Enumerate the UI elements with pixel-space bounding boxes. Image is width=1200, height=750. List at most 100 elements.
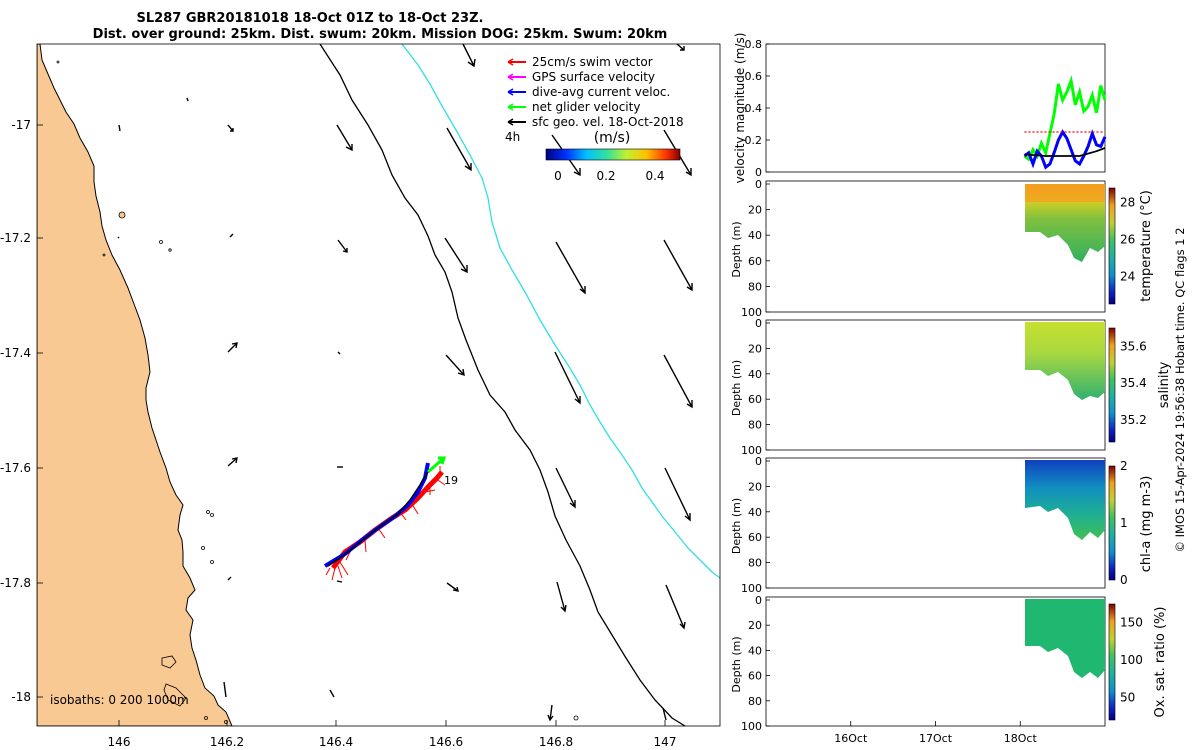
map-x-tick-label: 146 [108, 735, 131, 749]
date-tick-label: 16Oct [834, 732, 868, 745]
date-tick-label: 18Oct [1004, 732, 1038, 745]
depth-ylabel: Depth (m) [730, 221, 743, 277]
depth-tick-label: 40 [748, 506, 762, 519]
map-y-tick-label: -17.4 [0, 346, 31, 360]
reef [224, 720, 228, 724]
reef [204, 716, 208, 720]
velocity-y-tick-label: 0.4 [745, 102, 763, 115]
depth-tick-label: 0 [755, 317, 762, 330]
velocity-y-tick-label: 0 [755, 166, 762, 179]
depth-axes-ticks: 0 20 40 60 80 100 Depth (m) 0 20 40 60 80 100 Depth (… [730, 178, 770, 733]
isobath-1000m [401, 44, 720, 579]
temperature-clabel: temperature (°C) [1139, 190, 1154, 302]
depth-tick-label: 40 [748, 229, 762, 242]
salinity-colorbar [1108, 327, 1116, 443]
map-y-tick-label: -17.8 [0, 576, 31, 590]
time-series-panels: 0 0.2 0.4 0.6 0.8 velocity magnitude (m/s) t… [730, 33, 1172, 745]
title-line-2: Dist. over ground: 25km. Dist. swum: 20k… [93, 27, 668, 42]
velocity-y-ticks: 0 0.2 0.4 0.6 0.8 [745, 38, 770, 179]
isobaths-label: isobaths: 0 200 1000m [50, 693, 189, 707]
island [161, 655, 177, 669]
map-x-tick-label: 146.6 [429, 735, 463, 749]
map-x-tick-label: 146.2 [210, 735, 244, 749]
reef [206, 510, 210, 514]
depth-ylabel: Depth (m) [730, 360, 743, 416]
speed-colorbar-tick-label: 0 [554, 169, 562, 183]
temperature-section [1025, 184, 1105, 262]
oxygen-colorbar [1108, 603, 1116, 721]
colorbar-tick-label: 26 [1120, 233, 1135, 247]
reef [573, 715, 579, 721]
legend-label: 25cm/s swim vector [532, 55, 653, 69]
legend-arrowhead [507, 103, 514, 111]
depth-tick-label: 100 [741, 582, 762, 595]
legend-label: sfc geo. vel. 18-Oct-2018 [532, 115, 684, 129]
colorbar-unit: (m/s) [594, 130, 631, 146]
colorbar-tick-label: 0 [1120, 573, 1128, 587]
panel-colorbar-ticks: 24 26 28 35.2 35.4 35.6 0 1 2 50 100 150 [1120, 196, 1147, 705]
title-line-1: SL287 GBR20181018 18-Oct 01Z to 18-Oct 2… [137, 11, 484, 26]
oxygen-section [1025, 599, 1105, 678]
reef [159, 240, 163, 244]
temperature-warm-layer [1025, 184, 1105, 202]
legend-arrowhead [507, 88, 514, 96]
reef [201, 546, 205, 550]
velocity-y-tick-label: 0.2 [745, 134, 763, 147]
map-panel: 19 146 146.2 146.4 146.6 146.8 147 -17-17.2-1… [0, 43, 721, 749]
net-glider-velocity-arrow [427, 456, 447, 474]
velocity-line-dive-avg-current-veloc- [1023, 129, 1107, 170]
depth-tick-label: 60 [748, 670, 762, 683]
depth-tick-label: 80 [748, 419, 762, 432]
speed-colorbar-tick-label: 0.4 [645, 169, 664, 183]
colorbar-tick-label: 28 [1120, 196, 1135, 210]
date-tick-label: 17Oct [919, 732, 953, 745]
legend-label: net glider velocity [532, 100, 640, 114]
geo-velocity-arrows [117, 44, 693, 722]
speed-colorbar-tick-label: 0.2 [596, 169, 615, 183]
map-y-tick-label: -17.6 [0, 461, 31, 475]
map-longitude-ticks: 146 146.2 146.4 146.6 146.8 147 [108, 720, 677, 749]
net-glider-track [327, 471, 429, 567]
velocity-line-sfc-geo-vel- [1024, 147, 1106, 157]
legend-arrowhead [507, 73, 514, 81]
depth-tick-label: 20 [748, 204, 762, 217]
legend-label: GPS surface velocity [532, 70, 655, 84]
date-ticks: 16Oct 17Oct 18Oct [834, 721, 1037, 745]
colorbar-tick-label: 35.2 [1120, 413, 1147, 427]
depth-tick-label: 80 [748, 695, 762, 708]
island [118, 211, 126, 219]
speed-colorbar-ticks: 0 0.2 0.4 [554, 169, 664, 183]
oxygen-clabel: Ox. sat. ratio (%) [1153, 607, 1168, 718]
reef [210, 560, 214, 564]
depth-tick-label: 60 [748, 531, 762, 544]
velocity-series [1023, 75, 1107, 170]
map-x-tick-label: 146.8 [539, 735, 573, 749]
salinity-section [1025, 322, 1105, 400]
depth-tick-label: 60 [748, 393, 762, 406]
glider-track: 19 [323, 456, 458, 581]
depth-tick-label: 60 [748, 255, 762, 268]
map-frame [36, 43, 721, 727]
depth-ylabel: Depth (m) [730, 498, 743, 554]
colorbar-tick-label: 35.4 [1120, 376, 1147, 390]
oxygen-panel: Ox. sat. ratio (%) [765, 596, 1168, 727]
colorbar-tick-label: 2 [1120, 459, 1128, 473]
colorbar-tick-label: 50 [1120, 691, 1135, 705]
depth-tick-label: 100 [741, 306, 762, 319]
depth-tick-label: 40 [748, 368, 762, 381]
map-x-tick-label: 147 [654, 735, 677, 749]
depth-tick-label: 80 [748, 557, 762, 570]
velocity-panel: 0 0.2 0.4 0.6 0.8 velocity magnitude (m/s) [733, 33, 1107, 183]
reef [102, 253, 106, 257]
colorbar-tick-label: 35.6 [1120, 339, 1147, 353]
chlorophyll-clabel: chl-a (mg m-3) [1139, 476, 1154, 573]
map-latitude-ticks: -17 -17.2 -17.4 -17.6 -17.8 -18 [0, 118, 43, 704]
depth-tick-label: 0 [755, 455, 762, 468]
colorbar-tick-label: 24 [1120, 269, 1135, 283]
salinity-clabel: salinity [1157, 361, 1172, 408]
velocity-axes [765, 43, 1106, 173]
legend-time-tag: 4h [505, 130, 520, 144]
depth-tick-label: 80 [748, 280, 762, 293]
